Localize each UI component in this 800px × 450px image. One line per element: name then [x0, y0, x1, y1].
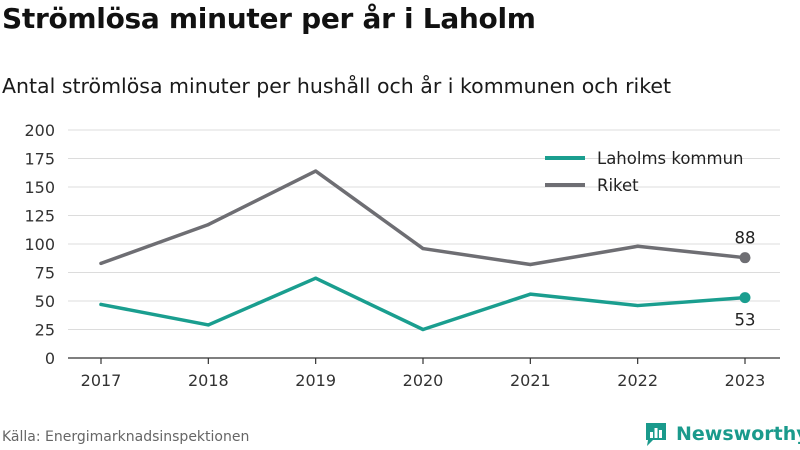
data-point-laholm	[421, 327, 425, 332]
legend-label-laholm: Laholms kommun	[597, 149, 743, 168]
data-point-laholm	[314, 276, 318, 280]
x-tick-label: 2023	[725, 371, 766, 390]
y-tick-label: 50	[35, 292, 55, 311]
data-point-riket	[314, 169, 318, 173]
data-point-laholm	[528, 292, 532, 296]
y-tick-label: 125	[24, 207, 55, 226]
y-tick-label: 100	[24, 235, 55, 254]
end-point-laholm	[739, 292, 751, 304]
end-label-riket: 88	[735, 229, 756, 248]
y-tick-label: 0	[45, 349, 55, 368]
series-line-riket	[99, 169, 747, 267]
chart-title: Strömlösa minuter per år i Laholm	[2, 2, 536, 35]
legend-label-riket: Riket	[597, 176, 639, 195]
newsworthy-logo-icon	[646, 423, 666, 446]
y-tick-label: 175	[24, 150, 55, 169]
data-point-riket	[636, 244, 640, 248]
x-tick-label: 2022	[617, 371, 658, 390]
data-point-laholm	[636, 303, 640, 308]
data-point-riket	[421, 246, 425, 251]
data-point-riket	[528, 262, 532, 267]
x-tick-label: 2019	[295, 371, 336, 390]
end-label-laholm: 53	[735, 311, 756, 330]
y-tick-label: 200	[24, 121, 55, 140]
newsworthy-brand[interactable]: Newsworthy	[644, 420, 800, 448]
data-point-laholm	[99, 302, 103, 307]
series-line-laholm	[99, 276, 747, 332]
source-note: Källa: Energimarknadsinspektionen	[2, 429, 250, 445]
x-tick-label: 2021	[510, 371, 551, 390]
end-point-riket	[739, 252, 751, 264]
data-point-riket	[206, 223, 210, 227]
x-tick-label: 2017	[81, 371, 122, 390]
data-point-laholm	[206, 323, 210, 327]
y-tick-label: 25	[35, 321, 55, 340]
brand-name: Newsworthy	[676, 423, 800, 445]
chart-subtitle: Antal strömlösa minuter per hushåll och …	[2, 74, 671, 98]
x-tick-label: 2020	[403, 371, 444, 390]
x-tick-label: 2018	[188, 371, 229, 390]
y-tick-label: 150	[24, 178, 55, 197]
y-tick-label: 75	[35, 264, 55, 283]
data-point-riket	[99, 261, 103, 265]
